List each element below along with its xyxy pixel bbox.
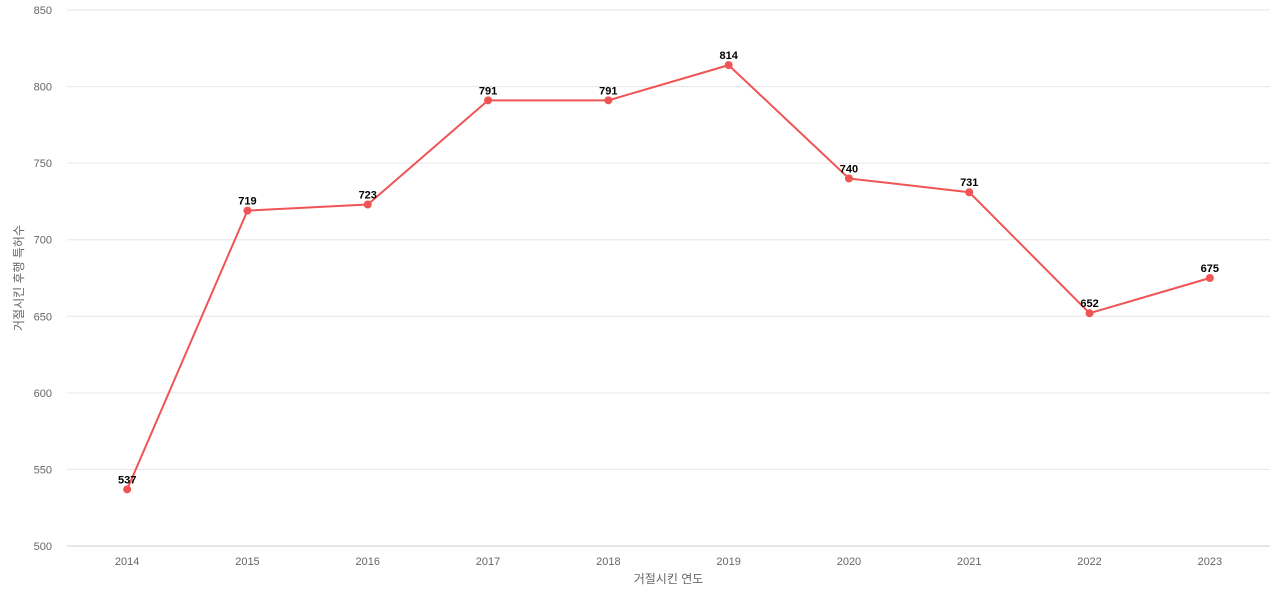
data-point[interactable] (1205, 274, 1214, 282)
x-axis-title: 거절시킨 연도 (634, 572, 704, 586)
x-tick-label: 2018 (596, 556, 620, 568)
y-tick-label: 800 (34, 82, 52, 94)
data-label: 652 (1080, 298, 1098, 310)
point-layer (123, 61, 1214, 494)
y-tick-label: 550 (34, 464, 52, 476)
grid-layer (67, 9, 1270, 547)
data-point[interactable] (484, 96, 493, 105)
series-line (126, 64, 1211, 490)
data-point[interactable] (1085, 309, 1094, 318)
y-tick-label: 600 (34, 388, 52, 400)
x-axis-ticks: 2014 2015 2016 2017 2018 2019 2020 2021 2022 2023 (115, 556, 1222, 568)
x-tick-label: 2016 (356, 556, 380, 568)
data-point[interactable] (604, 96, 613, 105)
data-label: 791 (599, 85, 617, 97)
data-point[interactable] (243, 206, 252, 215)
x-tick-label: 2021 (957, 556, 981, 568)
x-tick-label: 2023 (1198, 556, 1222, 568)
data-label: 791 (479, 85, 497, 97)
y-tick-label: 500 (34, 541, 52, 553)
data-point[interactable] (363, 200, 372, 209)
x-tick-label: 2014 (115, 556, 139, 568)
data-label: 814 (719, 50, 738, 62)
data-label: 719 (238, 196, 256, 208)
y-axis-ticks: 500 550 600 650 700 750 800 850 (34, 5, 52, 553)
y-tick-label: 700 (34, 235, 52, 247)
data-point[interactable] (844, 174, 853, 183)
data-label: 723 (359, 189, 377, 201)
x-tick-label: 2022 (1077, 556, 1101, 568)
y-tick-label: 650 (34, 311, 52, 323)
y-tick-label: 750 (34, 158, 52, 170)
data-point[interactable] (123, 485, 132, 494)
x-tick-label: 2017 (476, 556, 500, 568)
data-label: 731 (960, 177, 978, 189)
x-tick-label: 2019 (716, 556, 740, 568)
x-tick-label: 2020 (837, 556, 861, 568)
y-axis-title: 거절시킨 후행 특허수 (11, 225, 26, 331)
x-tick-label: 2015 (235, 556, 259, 568)
data-label: 740 (840, 163, 858, 175)
series-layer (126, 64, 1211, 490)
data-label: 675 (1201, 263, 1219, 275)
data-point[interactable] (965, 188, 974, 197)
data-label-layer: 537 719 723 791 791 814 740 731 652 675 (118, 50, 1219, 486)
data-point[interactable] (724, 61, 733, 70)
data-label: 537 (118, 474, 136, 486)
y-tick-label: 850 (34, 5, 52, 17)
